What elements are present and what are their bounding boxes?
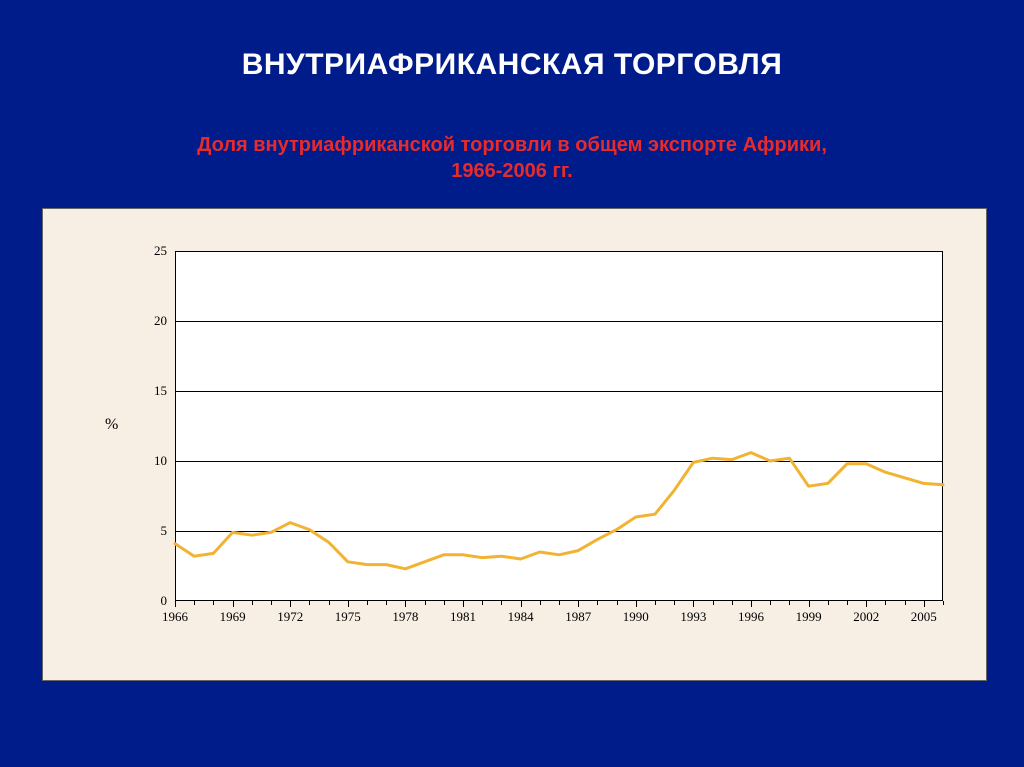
subtitle-line2: 1966-2006 гг. bbox=[451, 160, 572, 182]
slide-title: ВНУТРИАФРИКАНСКАЯ ТОРГОВЛЯ bbox=[0, 48, 1024, 82]
chart-plot-area: 0510152025%19661969197219751978198119841… bbox=[103, 235, 963, 645]
trade-share-line bbox=[175, 453, 943, 569]
subtitle-line1: Доля внутриафриканской торговли в общем … bbox=[197, 134, 827, 156]
slide-subtitle: Доля внутриафриканской торговли в общем … bbox=[0, 132, 1024, 184]
chart-panel: 0510152025%19661969197219751978198119841… bbox=[42, 208, 987, 681]
slide: ВНУТРИАФРИКАНСКАЯ ТОРГОВЛЯ Доля внутриаф… bbox=[0, 0, 1024, 767]
line-chart-svg bbox=[103, 235, 963, 645]
